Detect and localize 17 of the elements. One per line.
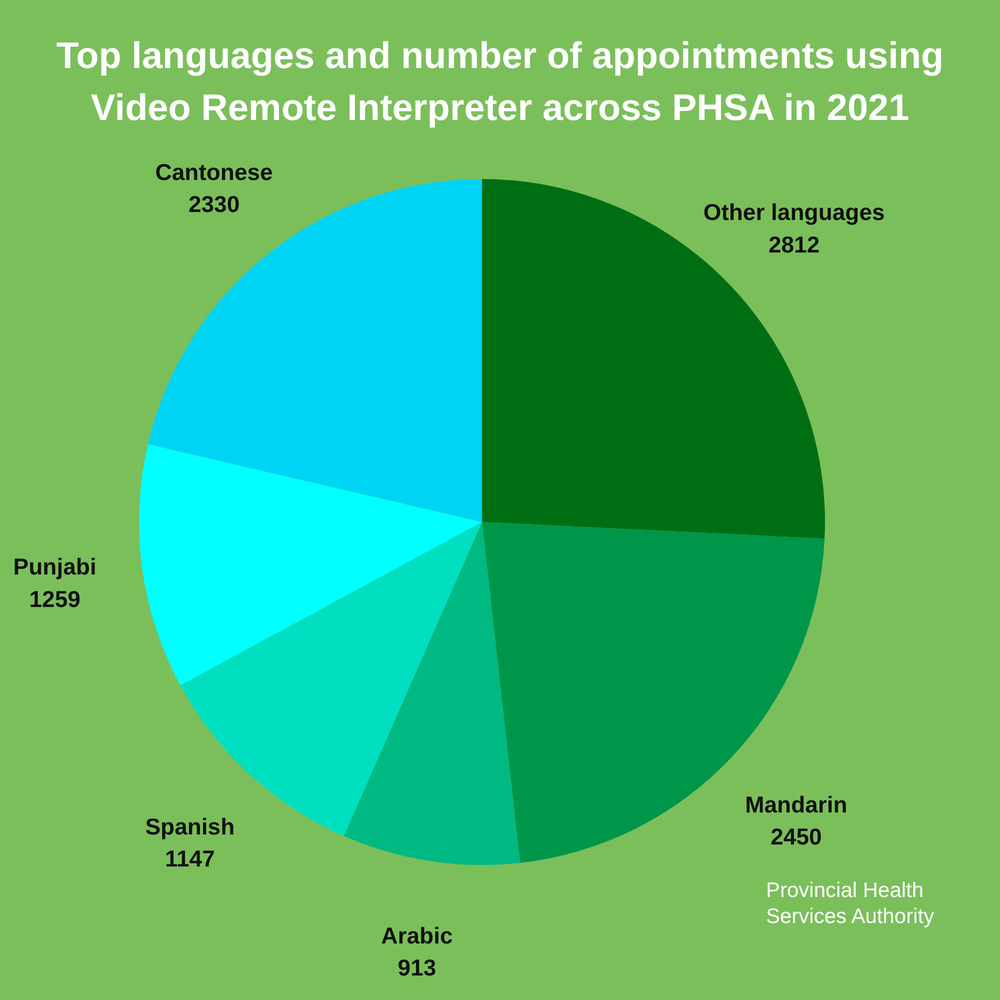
slice-label: Spanish <box>145 813 235 840</box>
pie-slice <box>139 444 482 686</box>
slice-label: Arabic <box>381 922 453 948</box>
data-label: 1147 <box>164 846 215 872</box>
slice-label: Punjabi <box>13 554 96 580</box>
slice-label: Other languages <box>703 199 885 226</box>
pie-slice <box>344 522 520 865</box>
data-label: 2450 <box>770 824 822 850</box>
text: Provincial Health Services Authority <box>766 878 936 930</box>
slice-label: Mandarin <box>745 791 848 818</box>
chart-title: Top languages and number of appointments using Video Remote Interpreter across PHSA in 2021 <box>55 34 945 130</box>
data-label: 1259 <box>29 586 80 612</box>
pie-slice <box>148 179 482 522</box>
data-label: 913 <box>398 954 436 981</box>
data-label: 2330 <box>188 191 240 218</box>
data-label: 2812 <box>768 231 820 258</box>
slice-label: Cantonese <box>155 158 273 185</box>
